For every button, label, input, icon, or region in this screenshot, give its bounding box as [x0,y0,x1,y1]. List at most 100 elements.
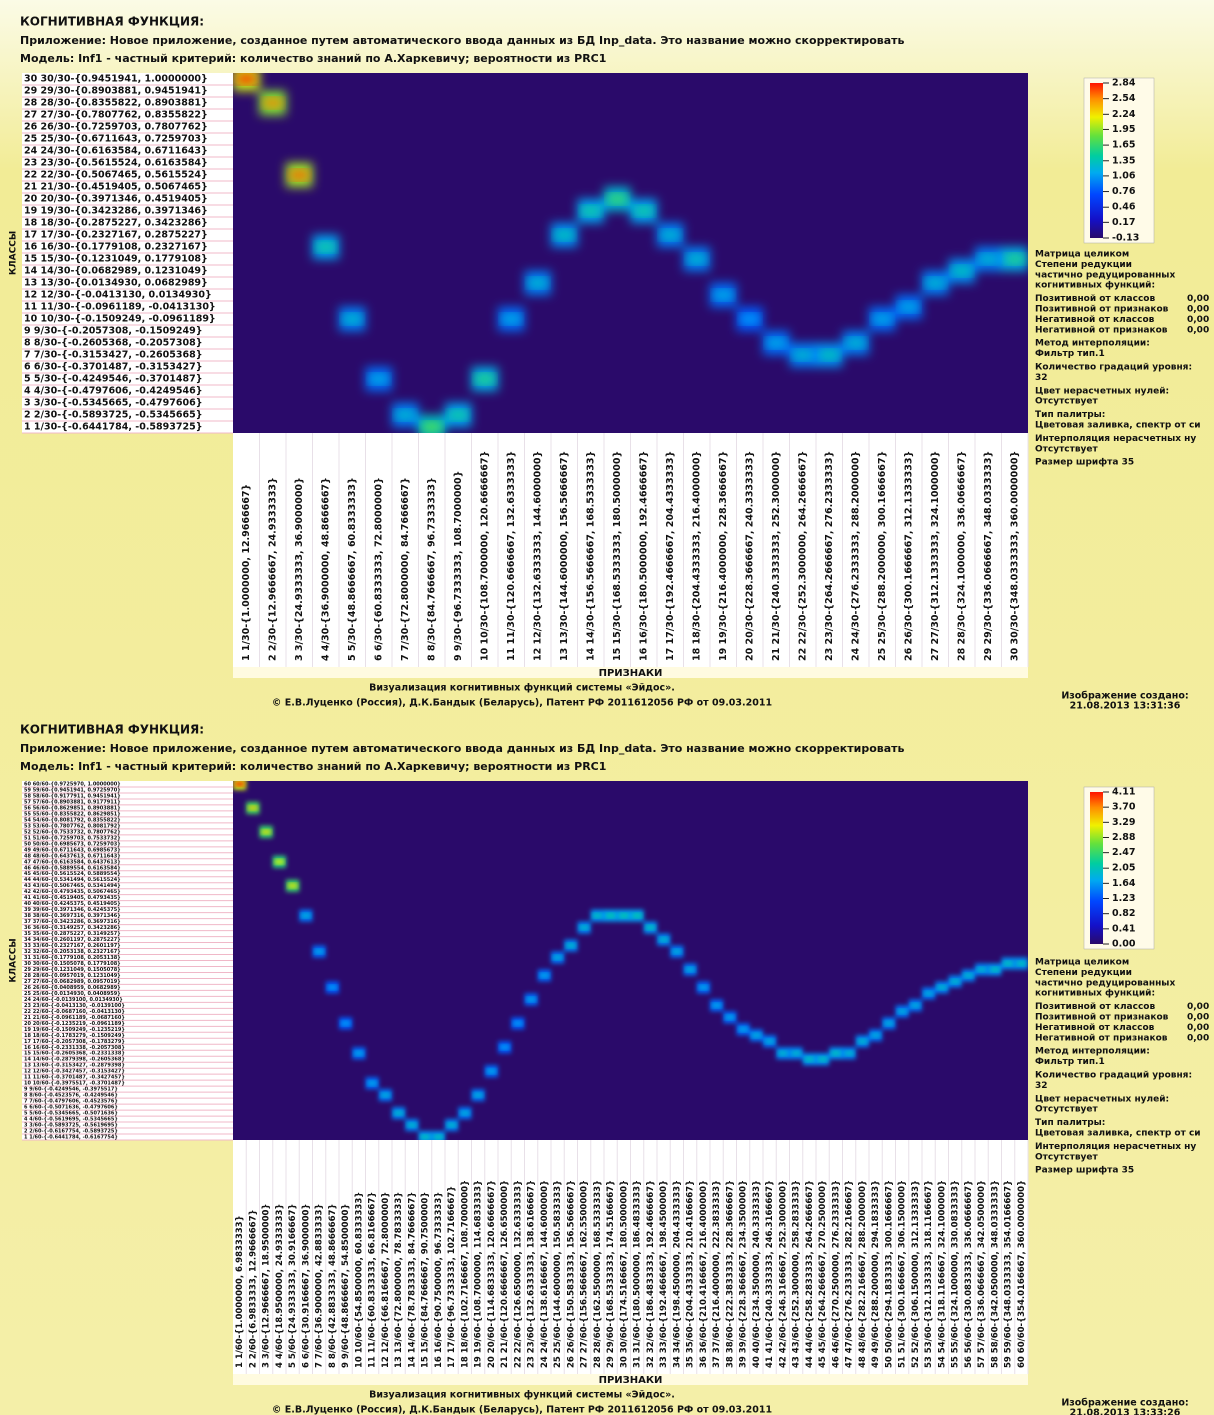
heatmap-cell [923,991,934,996]
heatmap-cell [327,985,338,990]
colorbar-tick-label: 3.70 [1112,802,1136,813]
row-label: 24 24/60-{-0.0139100, 0.0134930} [24,997,123,1003]
column-label: 45 45/60-{264.2666667, 270.2500000} [818,1180,828,1368]
row-label: 30 30/30-{0.9451941, 1.0000000} [24,74,208,85]
row-label: 18 18/60-{-0.1783279, -0.1509249} [24,1033,125,1039]
heatmap-cell [526,996,536,1002]
row-label: 13 13/30-{0.0134930, 0.0682989} [24,278,208,289]
info-value: 0,00 [1187,1002,1209,1012]
heatmap-cell [407,1122,417,1128]
row-label: 27 27/60-{0.0682989, 0.0957019} [24,979,121,985]
row-label: 16 16/30-{0.1779108, 0.2327167} [24,242,208,253]
info-line: Отсутствует [1035,1105,1099,1115]
column-label: 1 1/60-{1.0000000, 6.9833333} [235,1215,245,1368]
column-label: 20 20/60-{114.6833333, 120.6666667} [487,1180,497,1368]
column-label: 9 9/30-{96.7333333, 108.7000000} [453,471,464,661]
row-label: 29 29/30-{0.8903881, 0.9451941} [24,86,208,97]
row-label: 8 8/30-{-0.2605368, -0.2057308} [24,338,202,349]
row-label: 17 17/60-{-0.2057308, -0.1783279} [24,1039,125,1045]
row-label: 35 35/60-{0.2875227, 0.3149257} [24,931,121,937]
info-line: когнитивных функций: [1035,989,1155,999]
info-value: 0,00 [1187,1023,1209,1033]
row-label: 28 28/30-{0.8355822, 0.8903881} [24,98,208,109]
heatmap-cell [234,781,245,787]
column-label: 1 1/30-{1.0000000, 12.9666667} [241,484,252,661]
column-label: 14 14/30-{156.5666667, 168.5333333} [585,451,596,661]
panel-subtitle: Приложение: Новое приложение, созданное … [20,742,905,755]
column-label: 30 30/30-{348.0333333, 360.0000000} [1009,451,1020,661]
column-label: 41 41/60-{240.3333333, 246.3166667} [765,1180,775,1368]
row-label: 5 5/60-{-0.5345665, -0.5071636} [24,1111,118,1117]
heatmap-cell [486,1068,497,1074]
heatmap-cell [342,314,362,324]
row-label: 20 20/30-{0.3971346, 0.4519405} [24,194,208,205]
heatmap-cell [1016,961,1027,966]
info-line: Интерполяция нерасчетных ну [1035,1142,1196,1152]
column-label: 31 31/60-{180.5000000, 186.4833333} [633,1180,643,1368]
heatmap-cell [539,973,550,978]
row-label: 39 39/60-{0.3971346, 0.4245375} [24,907,121,913]
column-label: 22 22/60-{126.6500000, 132.6333333} [513,1180,523,1368]
column-label: 21 21/60-{120.6666667, 126.6500000} [500,1180,510,1368]
row-label: 8 8/60-{-0.4523576, -0.4249546} [24,1093,118,1099]
column-label: 22 22/30-{252.3000000, 264.2666667} [797,451,808,661]
info-line: когнитивных функций: [1035,281,1155,291]
colorbar-tick-label: 1.95 [1112,124,1135,135]
heatmap-cell [990,967,1000,972]
heatmap-cell [634,206,654,216]
row-label: 53 53/60-{0.7807762, 0.8081792} [24,823,121,829]
row-label: 2 2/60-{-0.6167754, -0.5893725} [24,1129,118,1135]
colorbar-tick-label: 3.29 [1112,817,1135,828]
colorbar-tick-label: 2.47 [1112,847,1135,858]
row-label: 23 23/30-{0.5615524, 0.6163584} [24,158,208,169]
heatmap-cell [554,230,574,240]
heatmap-cell [354,1050,364,1056]
column-label: 55 55/60-{324.1000000, 330.0833333} [951,1180,961,1368]
column-label: 19 19/30-{216.4000000, 228.3666667} [718,451,729,661]
row-label: 22 22/30-{0.5067465, 0.5615524} [24,170,208,181]
column-label: 20 20/30-{228.3666667, 240.3333333} [744,451,755,661]
column-label: 9 9/60-{48.8666667, 54.8500000} [341,1204,351,1368]
row-label: 9 9/60-{-0.4249546, -0.3975517} [24,1087,118,1093]
colorbar-tick-label: 4.11 [1112,787,1135,798]
row-label: 4 4/30-{-0.4797606, -0.4249546} [24,386,202,397]
info-line: 32 [1035,373,1048,383]
column-label: 38 38/60-{222.3833333, 228.3666667} [725,1180,735,1368]
heatmap-cell [581,206,601,216]
column-label: 8 8/30-{84.7666667, 96.7333333} [426,477,437,661]
colorbar-tick-label: 2.05 [1112,863,1135,874]
heatmap-cell [870,1032,881,1038]
column-label: 15 15/30-{168.5333333, 180.5000000} [612,451,623,661]
heatmap-cell [672,949,682,954]
row-label: 60 60/60-{0.9725970, 1.0000000} [24,781,121,787]
column-label: 24 24/30-{276.2333333, 288.2000000} [850,451,861,661]
heatmap-cell [420,1134,430,1140]
heatmap-cell [910,1002,921,1008]
heatmap-cell [884,1020,894,1026]
column-label: 51 51/60-{300.1666667, 306.1500000} [898,1180,908,1368]
heatmap-cell [475,374,495,384]
row-label: 36 36/60-{0.3149257, 0.3423286} [24,925,121,931]
column-label: 7 7/60-{36.9000000, 42.8833333} [315,1204,325,1368]
panel-model: Модель: Inf1 - частный критерий: количес… [20,760,606,773]
column-label: 44 44/60-{258.2833333, 264.2666667} [805,1180,815,1368]
heatmap-cell [446,1122,457,1128]
info-line: Метод интерполяции: [1035,1047,1150,1057]
row-label: 12 12/30-{-0.0413130, 0.0134930} [24,290,212,301]
column-label: 15 15/60-{84.7666667, 90.7500000} [421,1192,431,1368]
column-label: 10 10/60-{54.8500000, 60.8333333} [354,1192,364,1368]
row-label: 18 18/30-{0.2875227, 0.3423286} [24,218,208,229]
heatmap-cell [316,242,336,252]
heatmap-cell [340,1020,351,1026]
info-label: Позитивной от классов [1035,294,1155,304]
info-line: Цвет нерасчетных нулей: [1035,1094,1169,1104]
row-label: 25 25/60-{0.0134930, 0.0408959} [24,991,121,997]
heatmap-cell [605,913,616,919]
row-label: 10 10/30-{-0.1509249, -0.0961189} [24,314,216,325]
column-label: 29 29/60-{168.5333333, 174.5166667} [606,1180,616,1368]
info-line: Количество градаций уровня: [1035,1071,1192,1081]
heatmap-cell [804,1056,815,1062]
column-label: 39 39/60-{228.3666667, 234.3500000} [739,1180,749,1368]
heatmap-cell [422,422,442,432]
